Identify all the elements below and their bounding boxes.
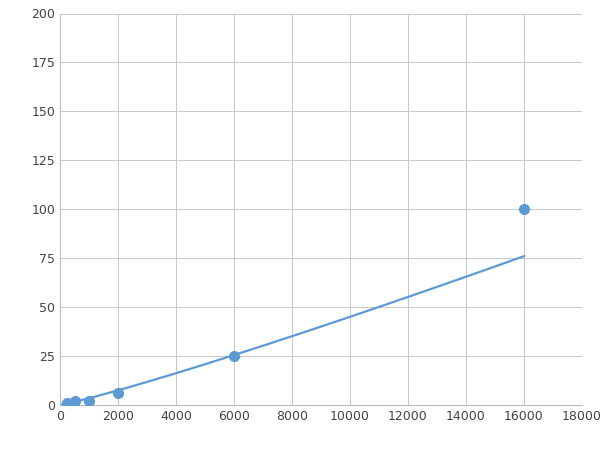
Point bbox=[229, 352, 239, 360]
Point bbox=[84, 397, 94, 405]
Point bbox=[70, 397, 79, 405]
Point bbox=[62, 400, 72, 407]
Point bbox=[113, 390, 123, 397]
Point bbox=[519, 206, 529, 213]
